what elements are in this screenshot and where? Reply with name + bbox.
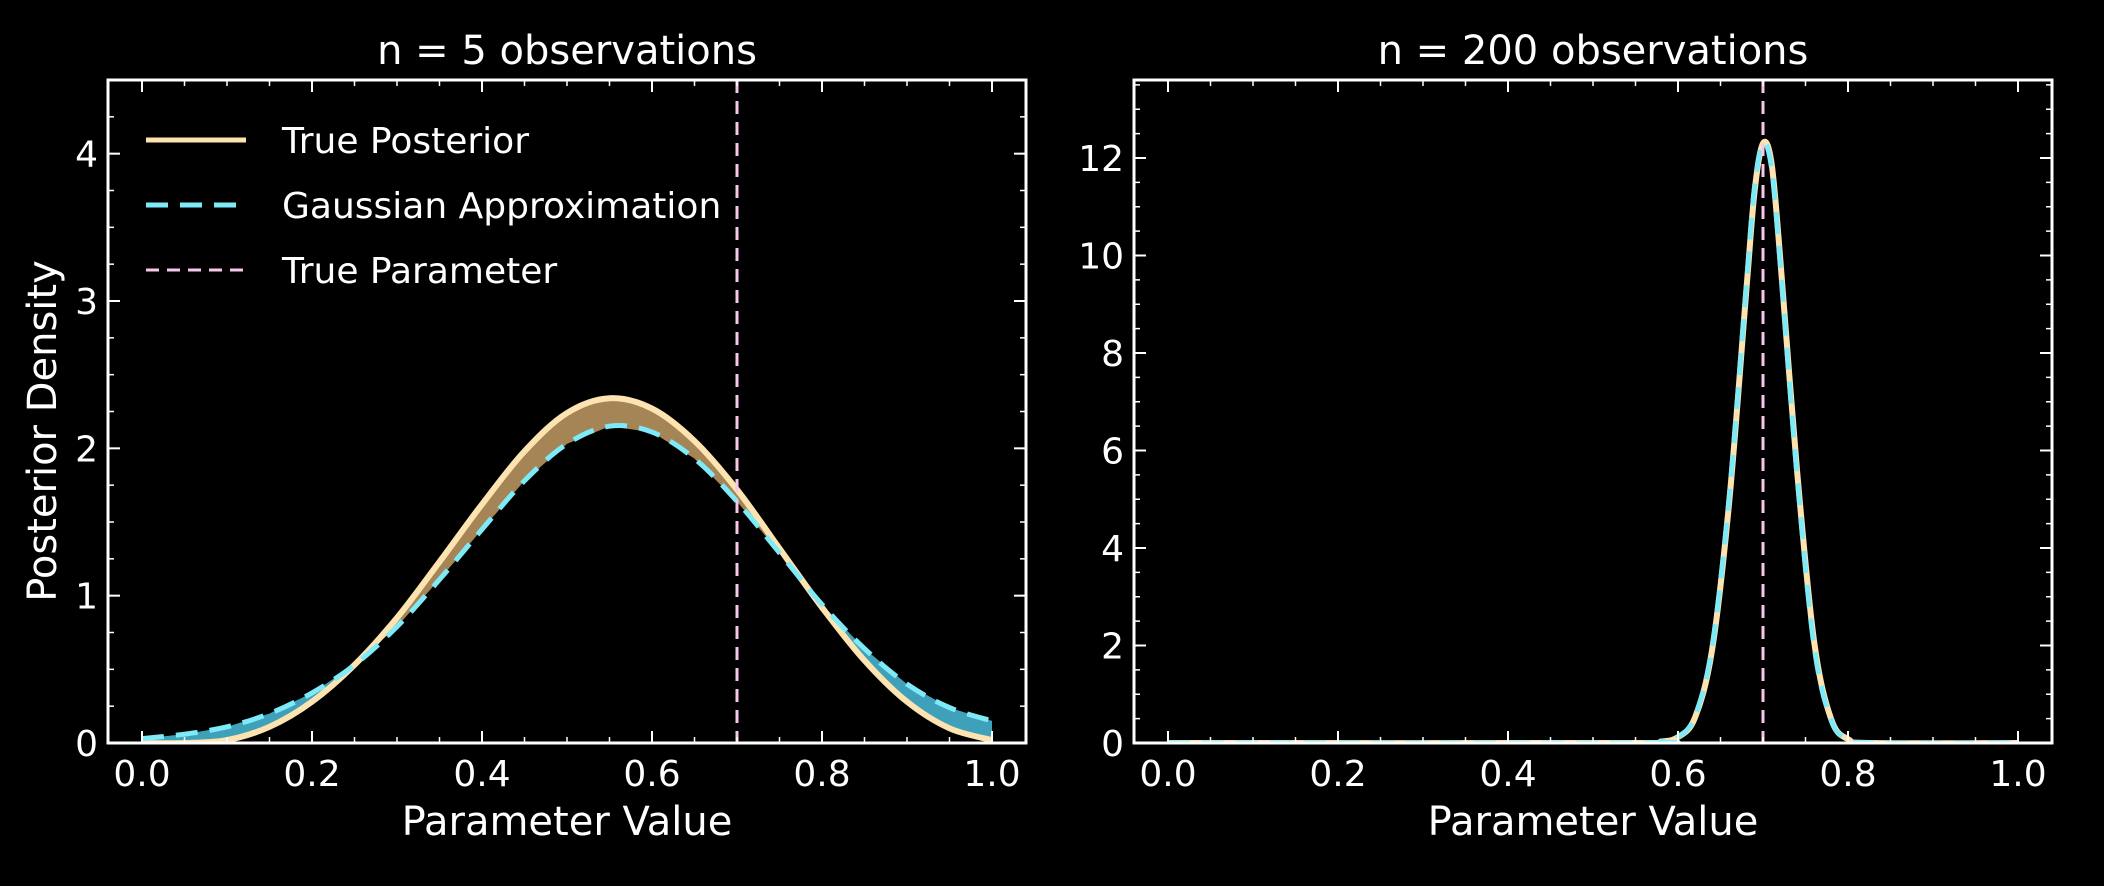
left-line-gaussian-approximation bbox=[141, 423, 993, 742]
left-plot-area bbox=[141, 80, 993, 743]
left-y-tick-label: 1 bbox=[75, 577, 98, 618]
right-x-tick-label: 0.6 bbox=[1649, 754, 1706, 795]
right-x-tick-label: 0.2 bbox=[1309, 754, 1366, 795]
right-x-tick-label: 0.8 bbox=[1819, 754, 1876, 795]
left-y-tick-label: 3 bbox=[75, 282, 98, 323]
left-y-axis-title: Posterior Density bbox=[20, 260, 66, 602]
legend-label-true-posterior: True Posterior bbox=[281, 121, 529, 162]
left-x-axis-title: Parameter Value bbox=[402, 799, 733, 845]
left-x-tick-label: 0.4 bbox=[453, 754, 510, 795]
legend-label-true-parameter: True Parameter bbox=[281, 251, 557, 292]
left-x-tick-label: 0.6 bbox=[623, 754, 680, 795]
left-x-tick-label: 0.0 bbox=[113, 754, 170, 795]
left-x-tick-label: 0.2 bbox=[283, 754, 340, 795]
right-line-gaussian-approximation bbox=[1168, 140, 2018, 743]
left-plot-title: n = 5 observations bbox=[377, 28, 757, 74]
right-plot-area bbox=[1168, 80, 2018, 743]
left-panel: n = 5 observations Parameter Value Poste… bbox=[20, 28, 1028, 845]
left-x-tick-label: 0.8 bbox=[793, 754, 850, 795]
right-plot-title: n = 200 observations bbox=[1378, 28, 1809, 74]
right-x-axis-title: Parameter Value bbox=[1428, 799, 1759, 845]
legend-label-gaussian-approximation: Gaussian Approximation bbox=[282, 186, 721, 227]
right-panel: n = 200 observations Parameter Value 0.0… bbox=[1078, 28, 2054, 845]
right-x-tick-label: 1.0 bbox=[1989, 754, 2046, 795]
right-y-tick-label: 12 bbox=[1078, 139, 1124, 180]
right-y-tick-label: 2 bbox=[1101, 627, 1124, 668]
fill-approx-above-true bbox=[804, 582, 992, 741]
right-x-tick-label: 0.0 bbox=[1139, 754, 1196, 795]
left-y-tick-label: 0 bbox=[75, 724, 98, 765]
left-x-tick-label: 1.0 bbox=[963, 754, 1020, 795]
right-x-tick-label: 0.4 bbox=[1479, 754, 1536, 795]
right-axes-frame bbox=[1132, 78, 2054, 745]
legend: True Posterior Gaussian Approximation Tr… bbox=[146, 121, 721, 292]
right-y-tick-label: 0 bbox=[1101, 724, 1124, 765]
left-line-true-posterior bbox=[142, 395, 993, 743]
left-y-tick-label: 2 bbox=[75, 429, 98, 470]
right-line-true-posterior bbox=[1168, 138, 2018, 743]
right-y-tick-label: 6 bbox=[1101, 432, 1124, 473]
left-y-tick-label: 4 bbox=[75, 135, 98, 176]
fill-approx-above-true bbox=[142, 667, 351, 743]
right-y-tick-label: 8 bbox=[1101, 334, 1124, 375]
right-y-tick-label: 10 bbox=[1078, 237, 1124, 278]
right-y-tick-label: 4 bbox=[1101, 529, 1124, 570]
